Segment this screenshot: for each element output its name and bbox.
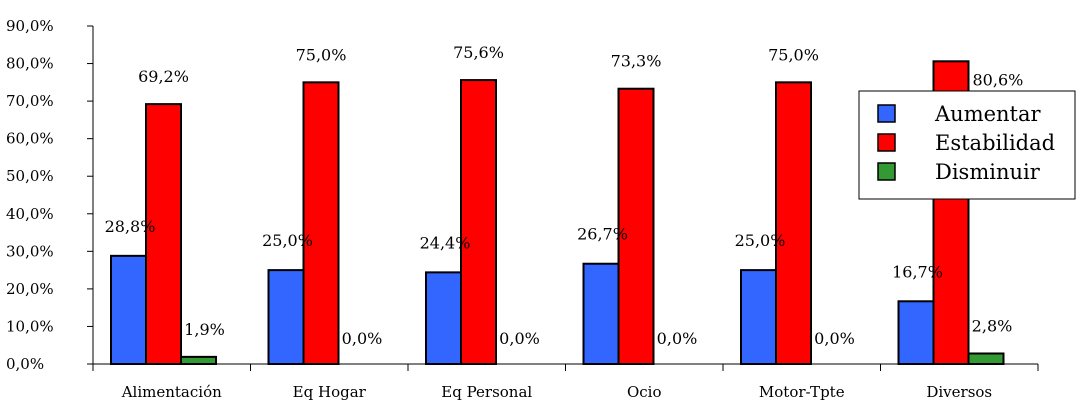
y-tick-label: 60,0% <box>6 130 54 148</box>
bar-estabilidad <box>617 87 655 366</box>
data-label-estabilidad: 75,0% <box>296 45 347 64</box>
data-label-disminuir: 0,0% <box>342 329 383 348</box>
bar-aumentar <box>267 269 305 365</box>
bar-aumentar <box>897 300 935 366</box>
y-tick-label: 20,0% <box>6 280 54 298</box>
y-tick-label: 10,0% <box>6 317 54 335</box>
legend-swatch-disminuir <box>877 162 896 181</box>
data-label-estabilidad: 73,3% <box>611 52 662 71</box>
legend: Aumentar Estabilidad Disminuir <box>858 90 1076 200</box>
x-category-label: Motor-Tpte <box>759 383 845 401</box>
bars <box>110 60 1005 366</box>
bar-estabilidad <box>145 103 182 365</box>
bar-disminuir <box>967 352 1005 365</box>
x-category-label: Eq Hogar <box>293 383 367 401</box>
data-label-aumentar: 16,7% <box>892 262 943 281</box>
y-tick-label: 0,0% <box>6 355 44 373</box>
bar-aumentar <box>425 271 462 365</box>
data-label-aumentar: 25,0% <box>262 231 313 250</box>
bar-aumentar <box>740 269 777 365</box>
data-label-aumentar: 24,4% <box>420 233 471 252</box>
data-labels: 28,8% 25,0% 24,4% 26,7% 25,0% 16,7% 69,2% 75,0%… <box>105 43 1024 348</box>
data-label-aumentar: 25,0% <box>735 231 786 250</box>
data-label-estabilidad: 69,2% <box>138 67 189 86</box>
legend-label-disminuir: Disminuir <box>935 160 1041 184</box>
bar-estabilidad <box>460 79 497 366</box>
x-category-label: Ocio <box>627 383 662 401</box>
data-label-disminuir: 1,9% <box>184 320 225 339</box>
x-category-label: Diversos <box>926 383 992 401</box>
data-label-aumentar: 28,8% <box>105 217 156 236</box>
legend-swatch-estabilidad <box>877 133 896 152</box>
bar-disminuir <box>180 355 217 365</box>
data-label-disminuir: 0,0% <box>657 329 698 348</box>
legend-swatch-aumentar <box>877 104 896 123</box>
bar-aumentar <box>582 262 620 365</box>
legend-label-aumentar: Aumentar <box>934 102 1042 126</box>
data-label-disminuir: 0,0% <box>499 329 540 348</box>
y-tick-label: 40,0% <box>6 205 54 223</box>
x-axis: Alimentación Eq Hogar Eq Personal Ocio Motor… <box>92 363 1039 401</box>
y-tick-label: 50,0% <box>6 167 54 185</box>
y-tick-label: 70,0% <box>6 92 54 110</box>
data-label-disminuir: 0,0% <box>814 329 855 348</box>
x-category-label: Alimentación <box>121 383 222 401</box>
data-label-estabilidad: 75,0% <box>768 45 819 64</box>
data-label-disminuir: 2,8% <box>972 316 1013 335</box>
legend-label-estabilidad: Estabilidad <box>935 131 1055 155</box>
y-tick-label: 90,0% <box>6 17 54 35</box>
data-label-estabilidad: 80,6% <box>973 70 1024 89</box>
bar-estabilidad <box>775 81 812 365</box>
y-tick-label: 80,0% <box>6 55 54 73</box>
bar-estabilidad <box>302 81 340 365</box>
y-axis: 0,0% 10,0% 20,0% 30,0% 40,0% 50,0% 60,0% 70,0% 8… <box>6 17 94 373</box>
x-category-label: Eq Personal <box>441 383 532 401</box>
data-label-estabilidad: 75,6% <box>453 43 504 62</box>
bar-aumentar <box>110 254 147 365</box>
data-label-aumentar: 26,7% <box>577 225 628 244</box>
y-tick-label: 30,0% <box>6 242 54 260</box>
